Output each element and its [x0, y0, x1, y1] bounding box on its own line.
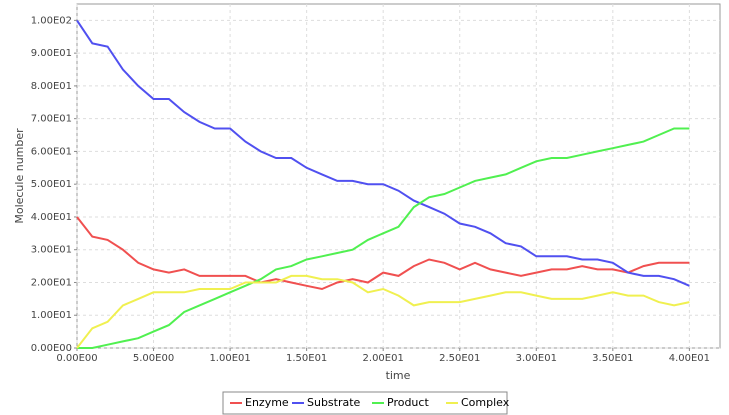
- series-line: [76, 274, 690, 349]
- legend: [222, 391, 508, 415]
- x-tick-label: 2.50E01: [439, 353, 480, 364]
- x-tick-label: 3.50E01: [592, 353, 633, 364]
- y-tick-label: 1.00E02: [31, 15, 72, 26]
- x-tick-label: 5.00E00: [133, 353, 174, 364]
- y-axis-label: Molecule number: [13, 128, 26, 224]
- series-line: [77, 127, 690, 349]
- x-axis-label: time: [386, 369, 411, 382]
- plot-area: [76, 3, 721, 349]
- x-tick-label: 4.00E01: [669, 353, 710, 364]
- y-tick-label: 7.00E01: [31, 114, 72, 125]
- y-tick-label: 3.00E01: [31, 245, 72, 256]
- y-tick-label: 4.00E01: [31, 212, 72, 223]
- series-line: [76, 216, 690, 291]
- x-tick-label: 2.00E01: [363, 353, 404, 364]
- x-tick-label: 1.00E01: [209, 353, 250, 364]
- y-tick-label: 5.00E01: [31, 179, 72, 190]
- y-tick-label: 2.00E01: [31, 277, 72, 288]
- y-tick-label: 9.00E01: [31, 48, 72, 59]
- x-tick-label: 3.00E01: [516, 353, 557, 364]
- x-tick-label: 1.50E01: [286, 353, 327, 364]
- y-tick-label: 1.00E01: [31, 310, 72, 321]
- series-line: [76, 19, 690, 287]
- y-tick-label: 6.00E01: [31, 146, 72, 157]
- legend-label: Product: [387, 396, 429, 409]
- legend-label: Complex: [461, 396, 510, 409]
- x-tick-label: 0.00E00: [56, 353, 97, 364]
- legend-label: Substrate: [307, 396, 361, 409]
- y-tick-label: 0.00E00: [31, 343, 72, 354]
- legend-label: Enzyme: [245, 396, 289, 409]
- y-tick-label: 8.00E01: [31, 81, 72, 92]
